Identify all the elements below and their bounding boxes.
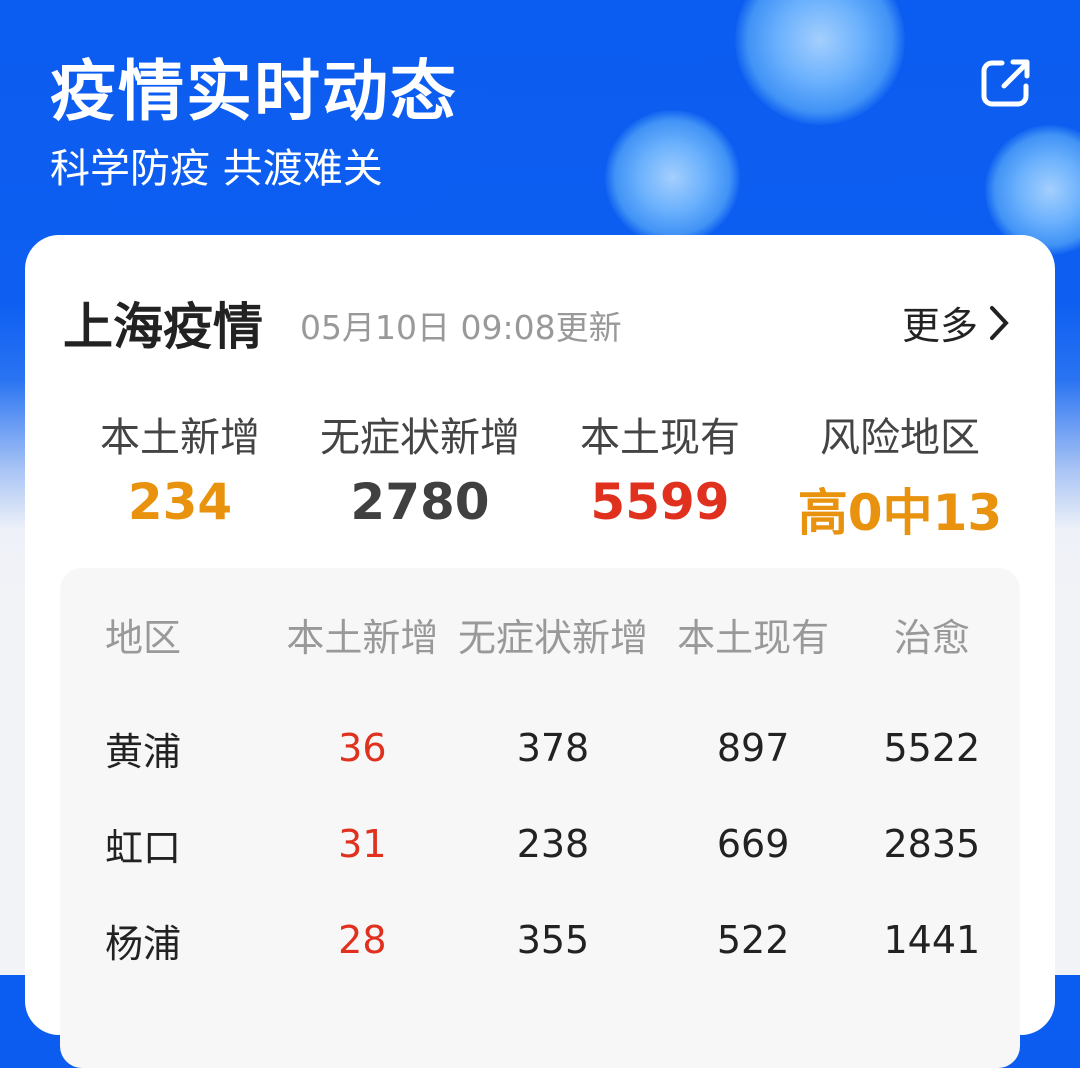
more-label: 更多 xyxy=(901,304,978,348)
cell-district: 虹口 xyxy=(105,825,182,870)
virus-decoration xyxy=(985,125,1080,255)
cell-asymptomatic-new: 238 xyxy=(516,822,590,866)
stat-value: 高0中13 xyxy=(797,484,1003,542)
table-row[interactable]: 黄浦 36 378 897 5522 xyxy=(60,700,1020,796)
more-button[interactable]: 更多 xyxy=(902,295,1010,350)
header-local-current: 本土现有 xyxy=(677,615,830,660)
stat-local-new: 本土新增 234 xyxy=(60,405,300,545)
share-external-icon[interactable] xyxy=(980,58,1032,108)
cell-cured: 5522 xyxy=(883,726,981,770)
chevron-right-icon xyxy=(990,305,1009,340)
stat-value: 234 xyxy=(127,473,233,531)
stat-label: 本土新增 xyxy=(100,415,260,461)
stat-label: 风险地区 xyxy=(820,415,980,461)
cell-cured: 2835 xyxy=(883,822,981,866)
stat-risk-areas: 风险地区高0中13 xyxy=(780,405,1020,545)
table-row[interactable]: 杨浦 28 355 522 1441 xyxy=(60,892,1020,988)
stat-value: 2780 xyxy=(350,473,490,531)
card-title: 上海疫情 xyxy=(63,298,263,356)
cell-local-new: 31 xyxy=(338,822,387,866)
table-row[interactable]: 虹口 31 238 669 2835 xyxy=(60,796,1020,892)
stat-value: 5599 xyxy=(590,473,730,531)
virus-decoration xyxy=(735,0,905,125)
cell-asymptomatic-new: 355 xyxy=(516,918,590,962)
shanghai-card: 上海疫情 05月10日 09:08更新 更多 本土新增 234 无症状新增 2780… xyxy=(25,235,1055,1068)
cell-cured: 1441 xyxy=(883,918,981,962)
stat-label: 无症状新增 xyxy=(320,415,520,461)
stat-label: 本土现有 xyxy=(580,415,740,461)
cell-asymptomatic-new: 378 xyxy=(516,726,590,770)
header-district: 地区 xyxy=(105,615,182,660)
update-time: 05月10日 09:08更新 xyxy=(300,308,622,347)
stats-summary: 本土新增 234 无症状新增 2780 本土现有 5599 风险地区高0中13 xyxy=(60,405,1020,545)
cell-local-new: 28 xyxy=(338,918,387,962)
header-asymptomatic-new: 无症状新增 xyxy=(457,615,648,660)
cell-district: 杨浦 xyxy=(105,921,182,966)
cell-local-new: 36 xyxy=(338,726,387,770)
stat-asymptomatic-new: 无症状新增 2780 xyxy=(300,405,540,545)
cell-district: 黄浦 xyxy=(105,729,182,774)
table-header: 地区 本土新增 无症状新增 本土现有 治愈 xyxy=(60,568,1020,700)
page-subtitle: 科学防疫 共渡难关 xyxy=(50,146,383,192)
cell-local-current: 669 xyxy=(716,822,790,866)
cell-local-current: 897 xyxy=(716,726,790,770)
virus-decoration xyxy=(605,110,740,245)
header-local-new: 本土新增 xyxy=(286,615,439,660)
page-title: 疫情实时动态 xyxy=(50,53,458,130)
district-table: 地区 本土新增 无症状新增 本土现有 治愈 黄浦 36 378 897 5522… xyxy=(60,568,1020,1068)
header-cured: 治愈 xyxy=(893,615,970,660)
cell-local-current: 522 xyxy=(716,918,790,962)
stat-local-current: 本土现有 5599 xyxy=(540,405,780,545)
